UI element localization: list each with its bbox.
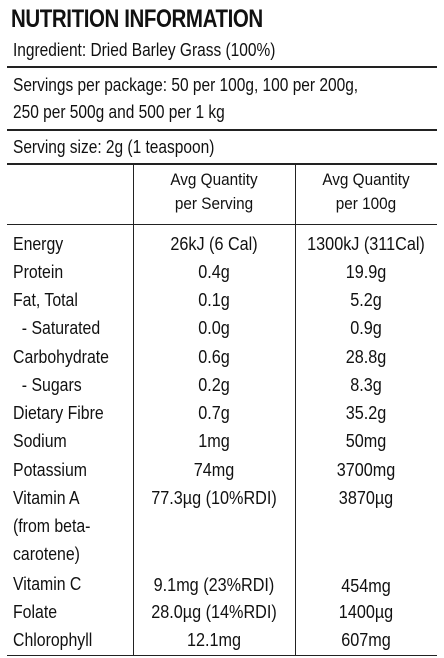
row-label: Dietary Fibre xyxy=(13,403,104,423)
per-100g-value: 28.8g xyxy=(345,347,387,367)
divider xyxy=(7,224,437,225)
header-per-serving: Avg Quantity per Serving xyxy=(141,168,287,216)
ingredient-line: Ingredient: Dried Barley Grass (100%) xyxy=(13,40,276,60)
row-label: Folate xyxy=(13,602,58,622)
per-100g-value: 0.9g xyxy=(350,318,382,338)
nutrition-panel: NUTRITION INFORMATION Ingredient: Dried … xyxy=(7,0,437,656)
per-serving-value: 1mg xyxy=(198,431,230,451)
column-divider xyxy=(133,225,134,656)
per-100g-value: 3870µg xyxy=(338,488,394,508)
per-serving-value: 0.7g xyxy=(198,403,230,423)
column-divider xyxy=(295,164,296,224)
divider xyxy=(7,129,437,131)
per-serving-value: 28.0µg (14%RDI) xyxy=(151,602,277,622)
row-label: Energy xyxy=(13,234,64,254)
row-label: - Sugars xyxy=(13,375,82,395)
per-serving-value: 0.1g xyxy=(198,290,230,310)
row-label: Sodium xyxy=(13,431,67,451)
per-100g-value: 8.3g xyxy=(350,375,382,395)
column-divider xyxy=(295,225,296,656)
row-label: Potassium xyxy=(13,460,87,480)
per-serving-value: 0.2g xyxy=(198,375,230,395)
header-per-100g-line2: per 100g xyxy=(335,194,397,213)
per-100g-value: 3700mg xyxy=(336,460,396,480)
per-100g-value: 19.9g xyxy=(345,262,387,282)
row-label-extra: carotene) xyxy=(13,544,80,564)
per-serving-value: 77.3µg (10%RDI) xyxy=(151,488,277,508)
panel-title: NUTRITION INFORMATION xyxy=(11,5,263,33)
header-per-100g-line1: Avg Quantity xyxy=(322,170,410,189)
row-label: - Saturated xyxy=(13,318,101,338)
header-per-serving-line2: per Serving xyxy=(174,194,254,213)
per-serving-value: 0.6g xyxy=(198,347,230,367)
divider xyxy=(7,655,437,656)
per-100g-value: 1400µg xyxy=(338,602,394,622)
servings-line-1: Servings per package: 50 per 100g, 100 p… xyxy=(13,75,359,95)
per-serving-value: 12.1mg xyxy=(186,630,242,650)
per-100g-value: 50mg xyxy=(345,431,387,451)
row-label: Vitamin A xyxy=(13,488,80,508)
per-100g-value: 454mg xyxy=(341,576,391,596)
per-100g-value: 5.2g xyxy=(350,290,382,310)
row-label: Protein xyxy=(13,262,64,282)
per-100g-value: 607mg xyxy=(341,630,391,650)
per-100g-value: 1300kJ (311Cal) xyxy=(307,234,425,254)
per-serving-value: 74mg xyxy=(193,460,235,480)
divider xyxy=(7,66,437,68)
header-per-100g: Avg Quantity per 100g xyxy=(302,168,430,216)
serving-size-line: Serving size: 2g (1 teaspoon) xyxy=(13,137,215,157)
row-label: Fat, Total xyxy=(13,290,78,310)
per-serving-value: 0.4g xyxy=(198,262,230,282)
servings-line-2: 250 per 500g and 500 per 1 kg xyxy=(13,102,225,122)
per-serving-value: 0.0g xyxy=(198,318,230,338)
row-label: Chlorophyll xyxy=(13,630,93,650)
column-divider xyxy=(133,164,134,224)
per-serving-value: 26kJ (6 Cal) xyxy=(170,234,258,254)
per-serving-value: 9.1mg (23%RDI) xyxy=(153,575,275,595)
row-label-extra: (from beta- xyxy=(13,516,91,536)
divider xyxy=(7,163,437,165)
header-per-serving-line1: Avg Quantity xyxy=(170,170,258,189)
row-label: Vitamin C xyxy=(13,574,82,594)
row-label: Carbohydrate xyxy=(13,347,109,367)
per-100g-value: 35.2g xyxy=(345,403,387,423)
